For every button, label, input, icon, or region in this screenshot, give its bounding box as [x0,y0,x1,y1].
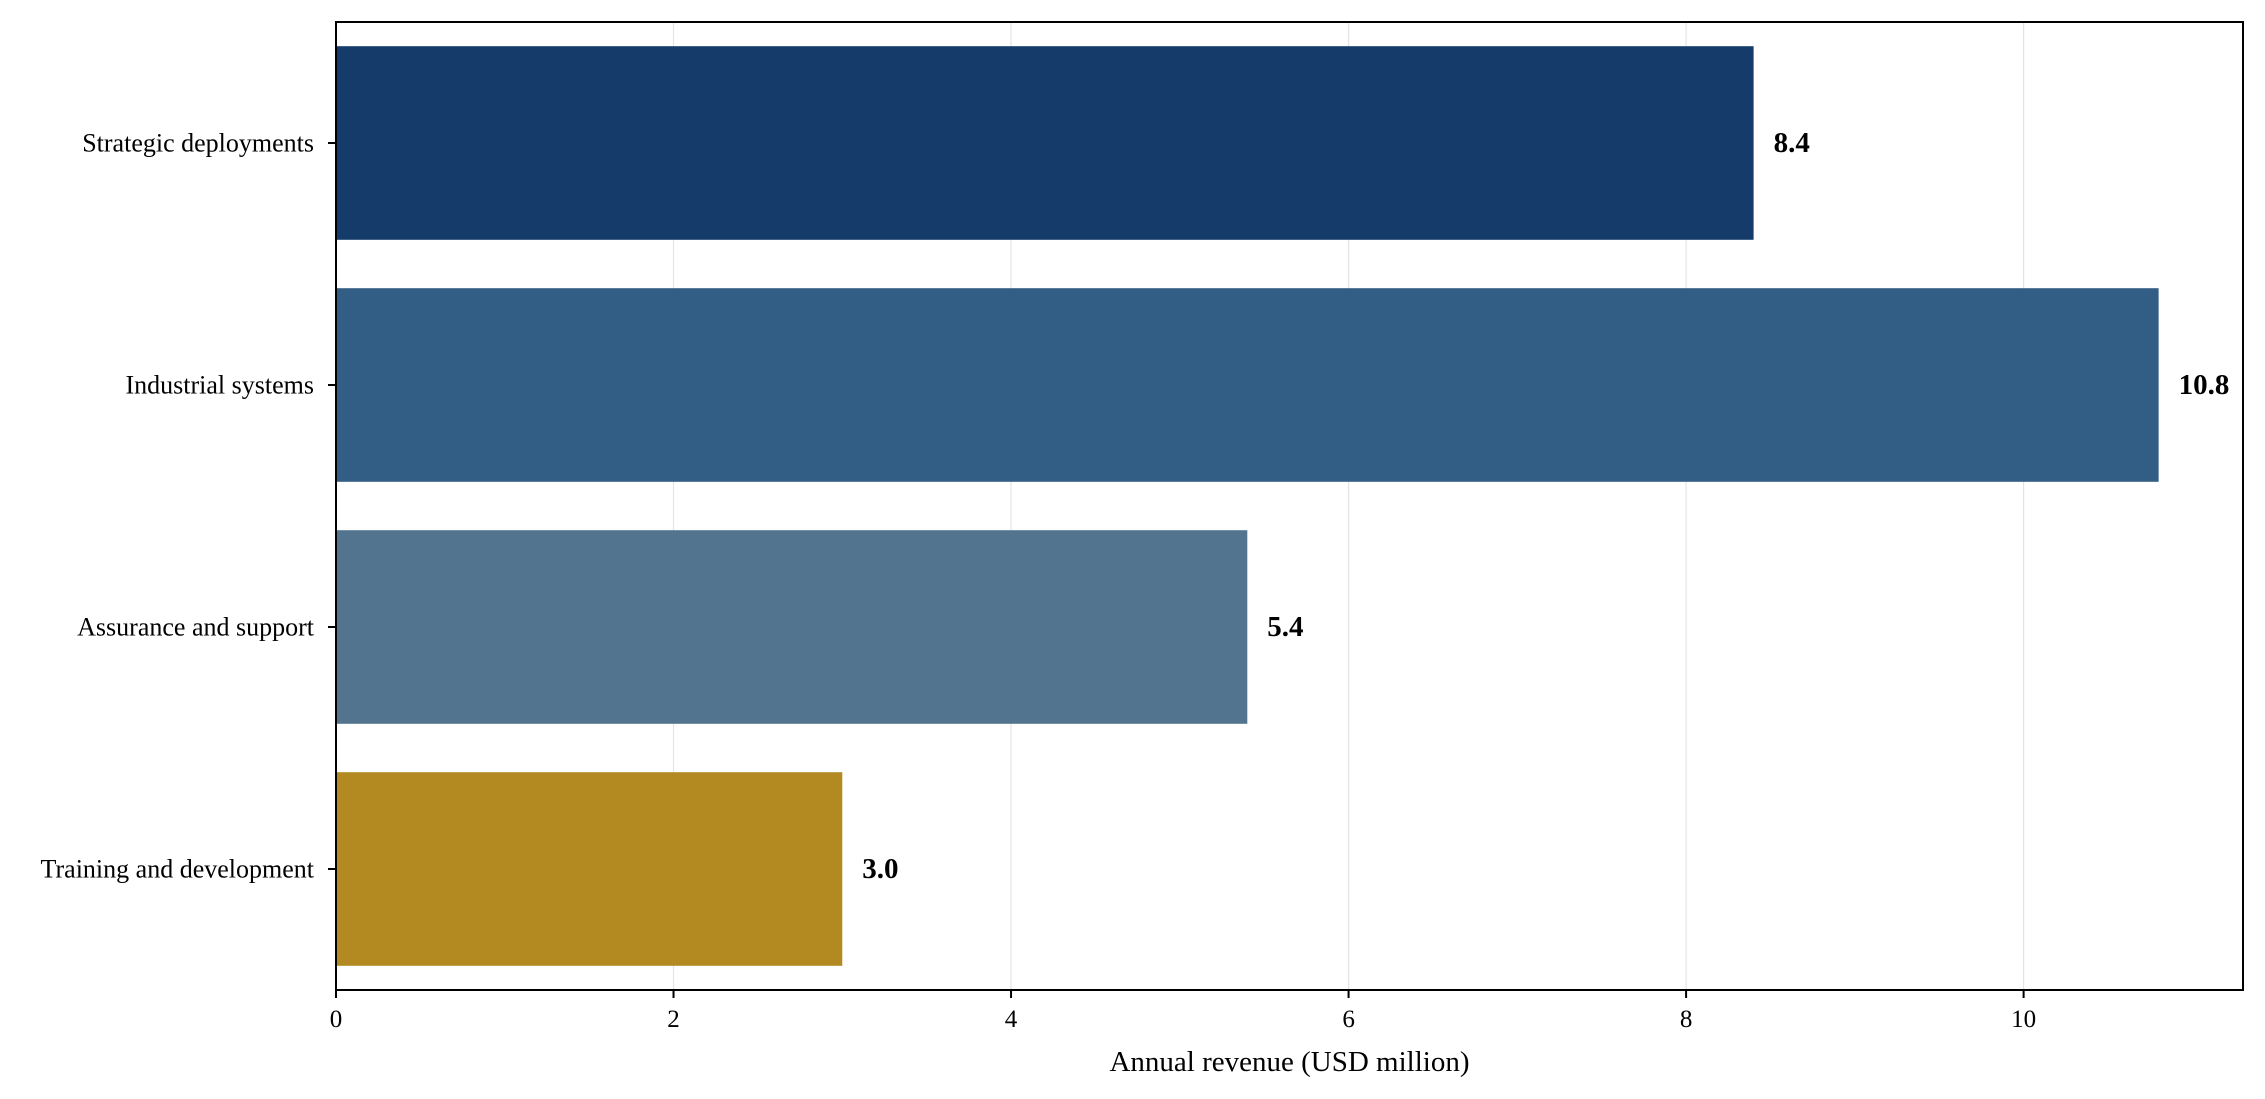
bar [336,530,1248,724]
bar [336,772,843,966]
plot-frame [335,21,2244,991]
x-tick-label: 6 [1342,1006,1355,1033]
value-label: 10.8 [2179,369,2230,401]
x-tick-label: 10 [2011,1006,2036,1033]
value-label: 8.4 [1774,127,1810,159]
bar [336,46,1754,240]
x-tick-label: 8 [1680,1006,1693,1033]
category-label: Industrial systems [126,371,315,400]
x-tick-label: 2 [667,1006,680,1033]
labels: Strategic deployments 8.4 Industrial syste… [41,127,2230,1033]
x-tick-label: 4 [1005,1006,1018,1033]
axis-ticks [328,142,2025,998]
value-label: 5.4 [1267,611,1303,643]
bar [336,288,2159,482]
category-label: Assurance and support [77,613,315,642]
x-tick-label: 0 [330,1006,343,1033]
bars [336,46,2159,966]
x-axis-title: Annual revenue (USD million) [1109,1046,1469,1078]
category-label: Training and development [41,855,315,884]
value-label: 3.0 [862,853,898,885]
category-label: Strategic deployments [82,129,314,158]
